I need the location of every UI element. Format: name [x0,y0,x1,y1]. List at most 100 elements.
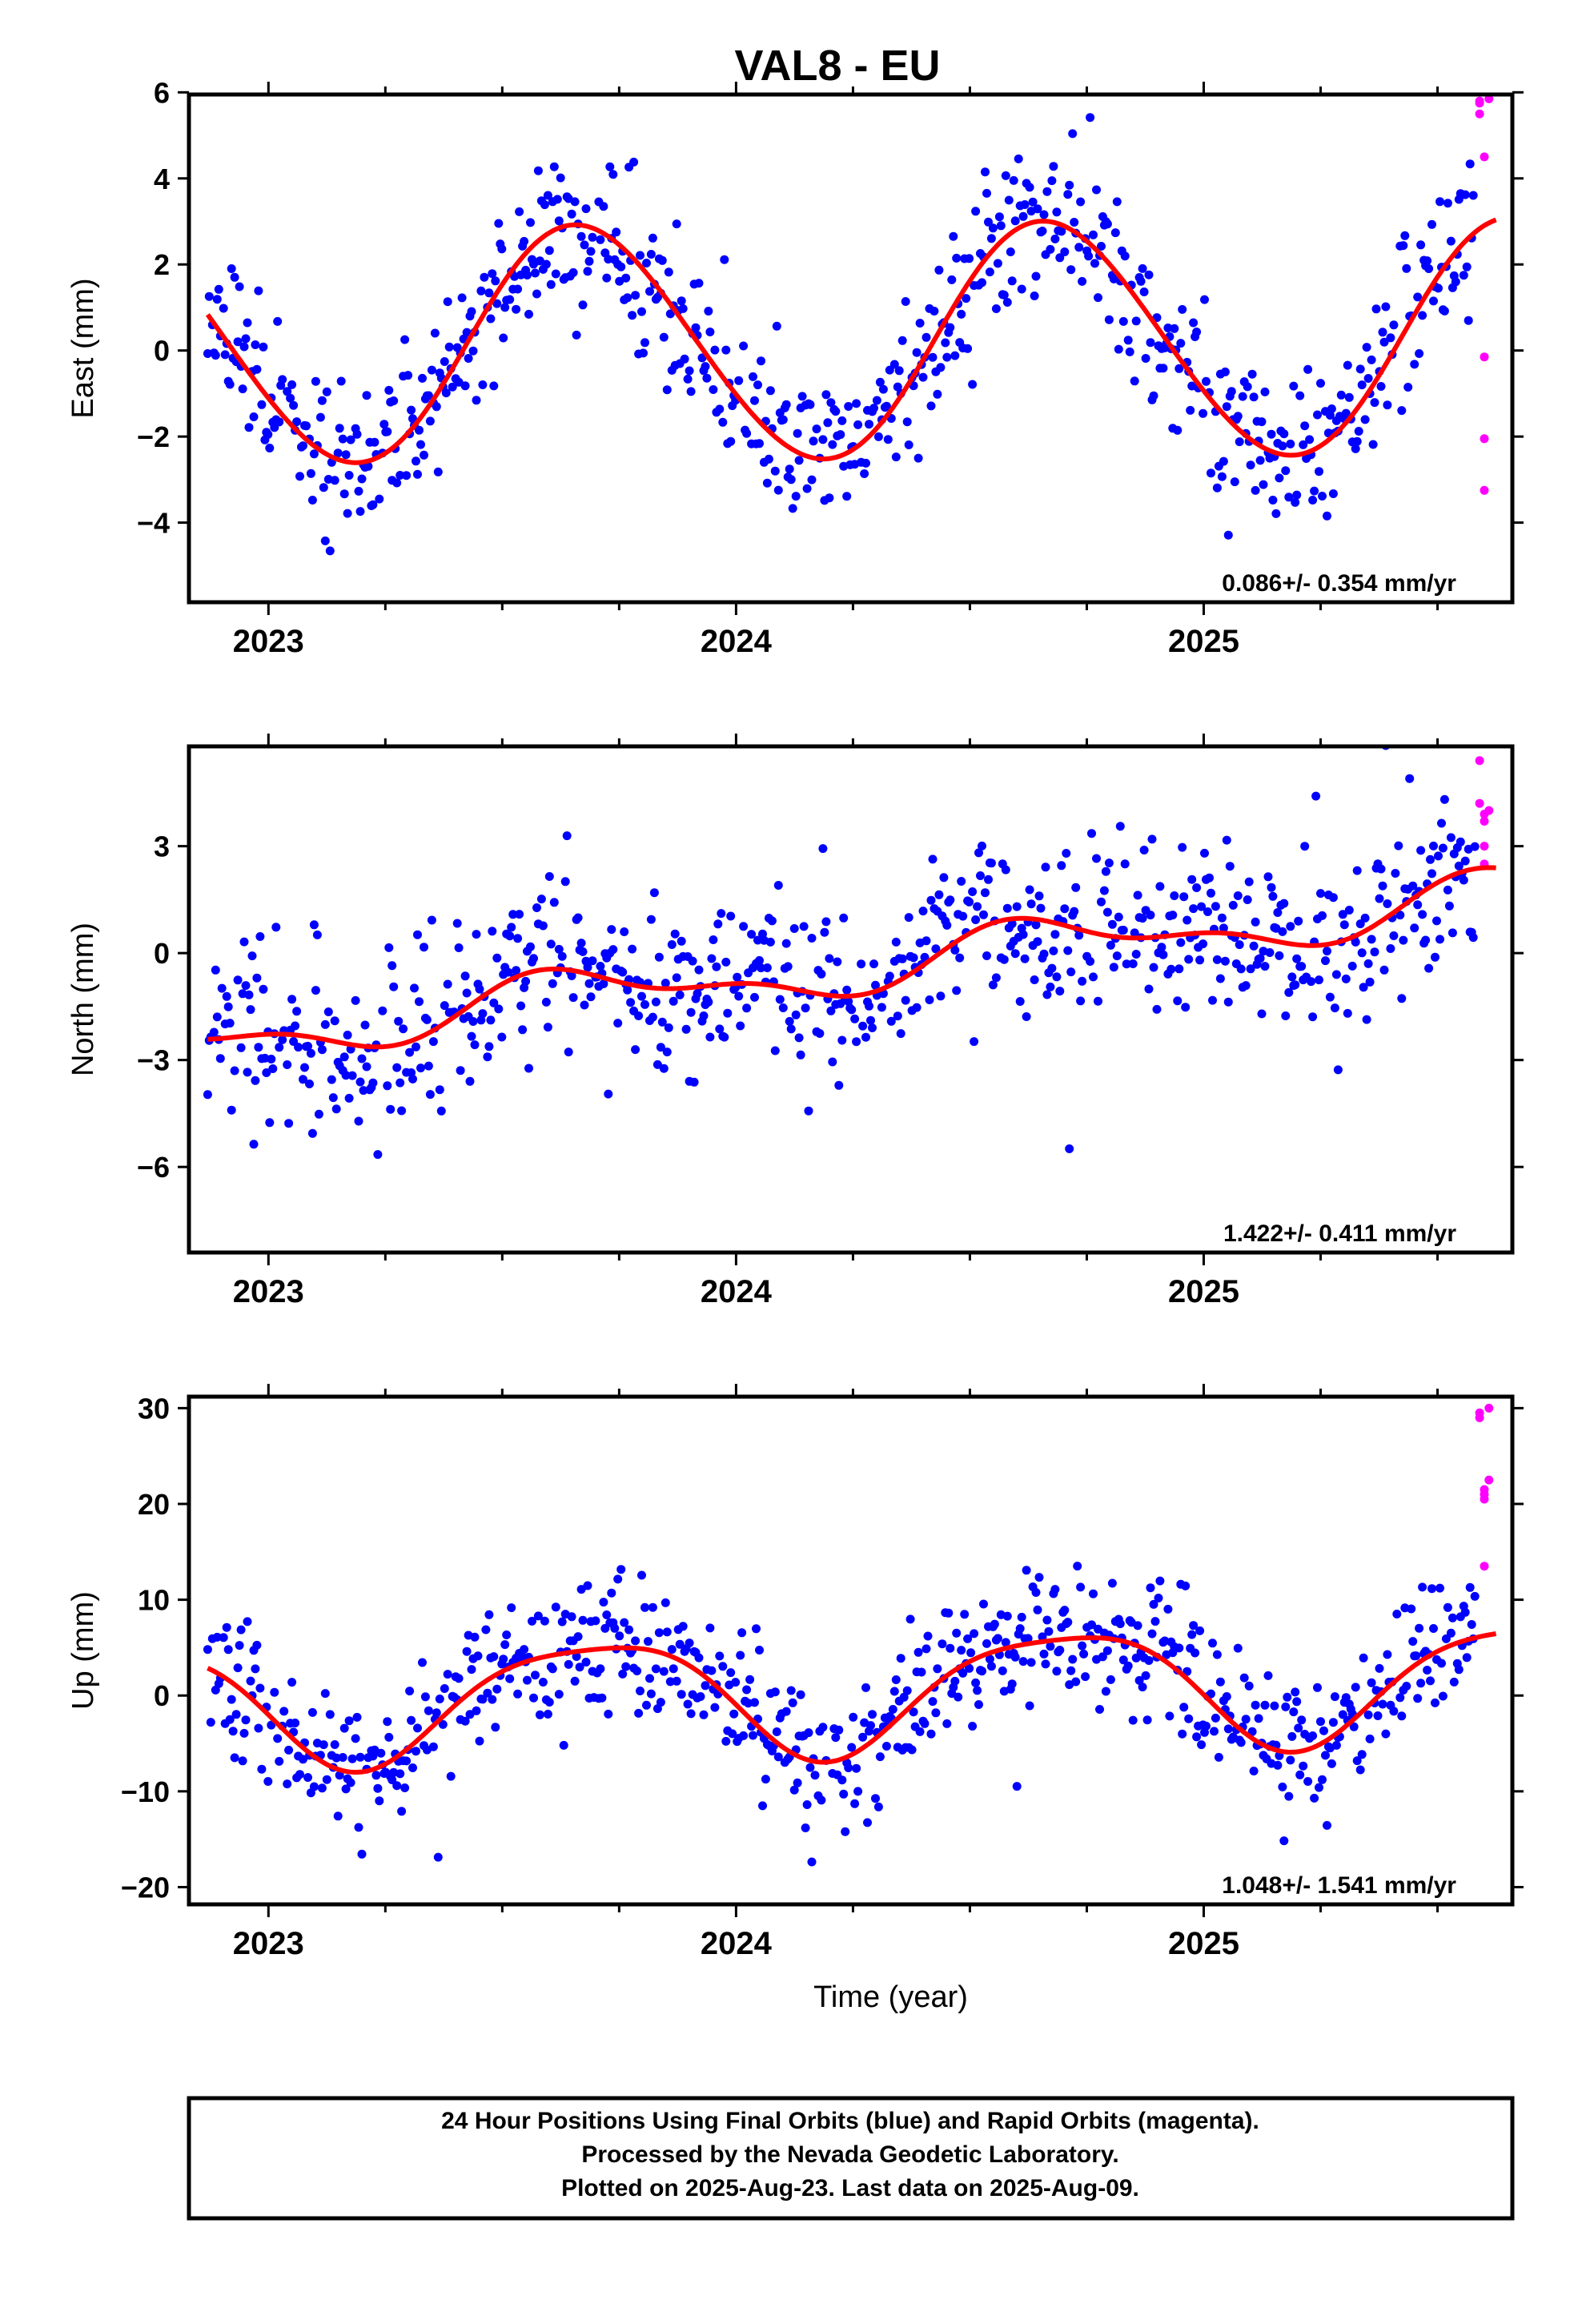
final-orbit-point [1034,891,1044,901]
final-orbit-point [1192,883,1202,892]
final-orbit-point [971,207,981,216]
final-orbit-point [1163,1604,1173,1614]
final-orbit-point [1102,907,1112,917]
final-orbit-point [384,385,394,395]
final-orbit-point [1222,402,1231,412]
final-orbit-point [244,990,254,999]
final-orbit-point [540,200,549,210]
final-orbit-point [1273,1760,1283,1770]
final-orbit-point [319,483,328,493]
final-orbit-point [422,1015,432,1024]
final-orbit-point [1022,1012,1031,1021]
final-orbit-point [1315,975,1323,985]
final-orbit-point [338,434,347,444]
final-orbit-point [1279,429,1289,439]
final-orbit-point [1060,904,1070,914]
final-orbit-point [672,219,681,229]
final-orbit-point [1381,1729,1391,1739]
final-orbit-point [710,345,720,355]
final-orbit-point [1373,1711,1383,1720]
final-orbit-point [973,1686,982,1695]
rate-label: 1.048+/- 1.541 mm/yr [1222,1872,1456,1899]
final-orbit-point [1191,1648,1200,1658]
final-orbit-point [1066,1666,1076,1675]
final-orbit-point [1389,931,1399,940]
final-orbit-point [762,963,772,972]
final-orbit-point [957,877,966,886]
final-orbit-point [818,1723,828,1732]
final-orbit-point [1357,948,1367,958]
final-orbit-point [693,989,702,999]
final-orbit-point [1462,1653,1472,1663]
final-orbit-point [691,323,701,332]
final-orbit-point [1020,200,1030,209]
final-orbit-point [1018,211,1028,221]
final-orbit-point [1397,1711,1407,1721]
final-orbit-point [1416,240,1426,250]
final-orbit-point [1437,1659,1446,1668]
final-orbit-point [400,335,410,344]
final-orbit-point [817,969,826,979]
final-orbit-point [1251,917,1260,927]
final-orbit-point [999,955,1009,964]
final-orbit-point [907,1745,917,1755]
final-orbit-point [747,930,757,939]
final-orbit-point [1438,1691,1447,1701]
final-orbit-point [889,360,899,369]
final-orbit-point [707,1666,717,1675]
x-tick-label: 2025 [1168,1926,1239,1961]
final-orbit-point [408,1074,417,1084]
final-orbit-point [529,1693,538,1703]
final-orbit-point [736,1651,745,1660]
final-orbit-point [1299,440,1308,449]
final-orbit-point [1383,1650,1392,1659]
final-orbit-point [1354,427,1363,436]
final-orbit-point [502,1630,512,1639]
final-orbit-point [978,1667,986,1676]
final-orbit-point [631,1636,640,1646]
final-orbit-point [1115,1619,1125,1629]
final-orbit-point [837,416,847,425]
final-orbit-point [504,967,513,977]
final-orbit-point [993,259,1002,268]
final-orbit-point [273,316,283,326]
final-orbit-point [355,1752,365,1762]
final-orbit-point [891,452,901,462]
final-orbit-point [926,1729,936,1739]
final-orbit-point [678,304,688,313]
final-orbit-point [809,436,818,446]
final-orbit-point [575,1663,584,1672]
final-orbit-point [750,992,759,1002]
final-orbit-point [842,492,852,501]
final-orbit-point [536,895,546,904]
final-orbit-point [1351,937,1360,947]
final-orbit-point [944,1608,954,1618]
final-orbit-point [988,980,998,990]
final-orbit-point [1002,298,1012,307]
final-orbit-point [351,1734,360,1743]
final-orbit-point [225,380,235,389]
final-orbit-point [923,1631,933,1641]
final-orbit-point [1042,1615,1052,1625]
final-orbit-point [778,1003,788,1012]
final-orbit-point [979,1599,988,1609]
final-orbit-point [968,887,978,896]
final-orbit-point [211,351,220,360]
final-orbit-point [572,330,581,340]
final-orbit-point [701,362,710,372]
final-orbit-point [1254,1714,1263,1723]
final-orbit-point [515,207,524,216]
final-orbit-point [1104,858,1114,868]
final-orbit-point [1173,996,1182,1006]
final-orbit-point [823,418,833,428]
final-orbit-point [254,286,263,296]
final-orbit-point [1375,1663,1384,1673]
final-orbit-point [942,920,952,930]
final-orbit-point [1017,1612,1026,1622]
final-orbit-point [979,910,988,919]
final-orbit-point [420,943,428,952]
rapid-orbit-point [1475,1413,1484,1422]
final-orbit-point [554,1690,564,1699]
final-orbit-point [1025,1701,1034,1711]
final-orbit-point [238,1756,247,1766]
